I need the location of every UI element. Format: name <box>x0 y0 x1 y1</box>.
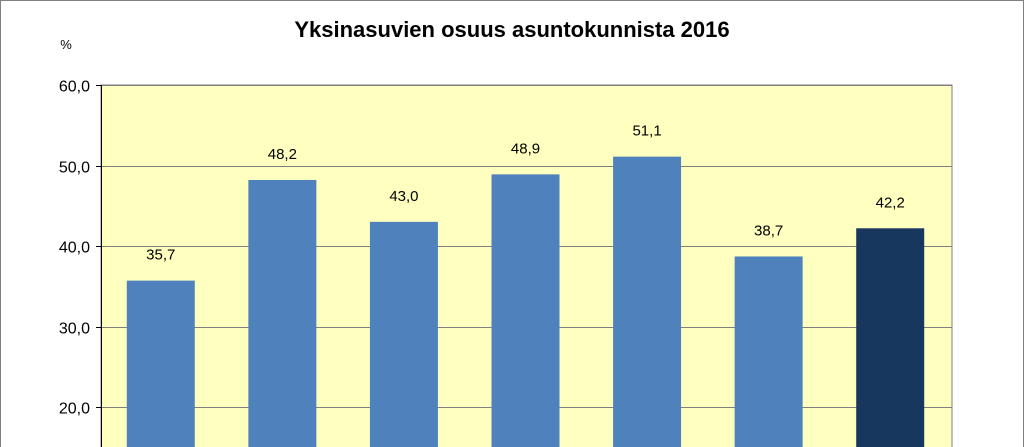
chart-title: Yksinasuvien osuus asuntokunnista 2016 <box>294 17 729 42</box>
data-label: 35,7 <box>146 247 175 264</box>
data-label: 48,9 <box>511 140 540 157</box>
y-tick-labels: 60,0 50,0 40,0 30,0 20,0 <box>59 79 90 418</box>
bar <box>369 221 438 447</box>
data-label: 43,0 <box>389 188 418 205</box>
y-tick-label: 40,0 <box>59 240 90 257</box>
data-label: 38,7 <box>754 222 783 239</box>
bars <box>126 156 925 447</box>
y-axis-unit: % <box>60 37 72 52</box>
bar <box>613 156 682 447</box>
y-tick-label: 20,0 <box>59 401 90 418</box>
data-label: 42,2 <box>876 194 905 211</box>
y-tick-label: 50,0 <box>59 160 90 177</box>
bar <box>856 228 925 447</box>
bar <box>491 174 560 447</box>
data-label: 48,2 <box>268 146 297 163</box>
y-tick-label: 60,0 <box>59 79 90 96</box>
bar <box>126 280 195 447</box>
data-label: 51,1 <box>632 123 661 140</box>
data-labels: 35,7 48,2 43,0 48,9 51,1 38,7 42,2 <box>146 123 905 264</box>
bar <box>248 179 317 447</box>
y-tick-label: 30,0 <box>59 321 90 338</box>
bar <box>734 256 803 447</box>
